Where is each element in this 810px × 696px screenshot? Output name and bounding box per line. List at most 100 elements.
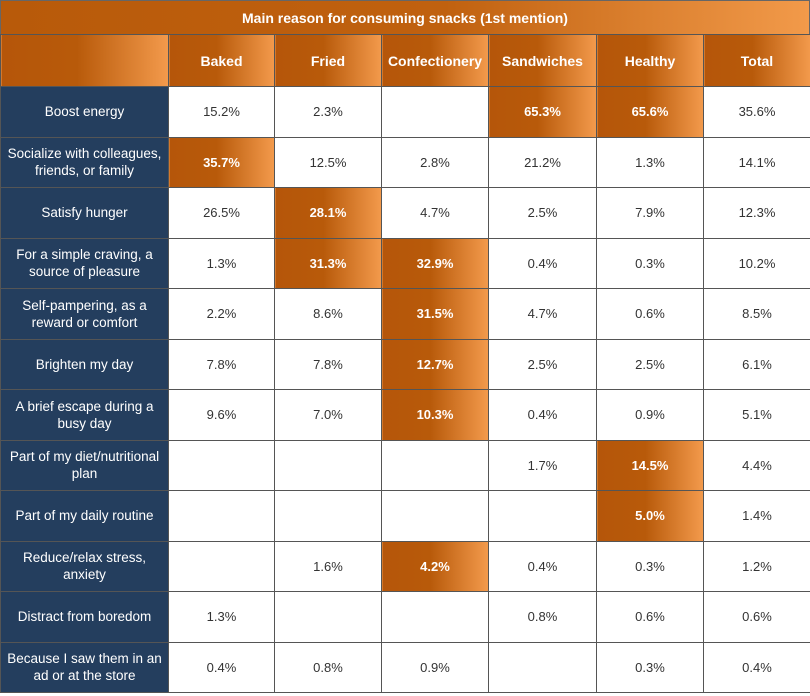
value-cell: 0.4% [703, 641, 810, 693]
row-label: Because I saw them in an ad or at the st… [0, 641, 169, 693]
value-cell [381, 439, 489, 491]
data-table: Baked Fried Confectionery Sandwiches Healthy… [0, 34, 810, 693]
row-label: Reduce/relax stress, anxiety [0, 540, 169, 592]
value-cell: 7.0% [274, 389, 382, 441]
highlighted-value-cell: 5.0% [596, 490, 704, 542]
value-cell: 0.4% [488, 540, 597, 592]
value-cell [381, 490, 489, 542]
highlighted-value-cell: 31.5% [381, 288, 489, 340]
table-title: Main reason for consuming snacks (1st me… [0, 0, 810, 35]
value-cell: 2.3% [274, 86, 382, 138]
table-row: Reduce/relax stress, anxiety 1.6% 4.2% 0.4%… [0, 540, 810, 592]
value-cell [168, 439, 275, 491]
value-cell: 1.3% [596, 136, 704, 188]
highlighted-value-cell: 35.7% [168, 136, 275, 188]
highlighted-value-cell: 65.6% [596, 86, 704, 138]
table-row: Satisfy hunger 26.5% 28.1% 4.7% 2.5% 7.9% 12.3… [0, 187, 810, 239]
highlighted-value-cell: 10.3% [381, 389, 489, 441]
value-cell: 5.1% [703, 389, 810, 441]
table-row: Distract from boredom 1.3% 0.8% 0.6% 0.6% [0, 591, 810, 643]
value-cell: 14.1% [703, 136, 810, 188]
row-label: Socialize with colleagues, friends, or f… [0, 136, 169, 188]
value-cell: 0.3% [596, 237, 704, 289]
table-row: Brighten my day 7.8% 7.8% 12.7% 2.5% 2.5% 6.1% [0, 338, 810, 390]
value-cell: 2.2% [168, 288, 275, 340]
highlighted-value-cell: 31.3% [274, 237, 382, 289]
row-label: Self-pampering, as a reward or comfort [0, 288, 169, 340]
value-cell [488, 641, 597, 693]
column-header: Sandwiches [488, 34, 597, 87]
column-header: Healthy [596, 34, 704, 87]
row-label: Boost energy [0, 86, 169, 138]
value-cell: 9.6% [168, 389, 275, 441]
value-cell [168, 540, 275, 592]
value-cell: 10.2% [703, 237, 810, 289]
row-label: Part of my diet/nutritional plan [0, 439, 169, 491]
value-cell: 0.6% [596, 591, 704, 643]
value-cell [274, 490, 382, 542]
value-cell: 0.9% [381, 641, 489, 693]
table-row: Because I saw them in an ad or at the st… [0, 641, 810, 693]
row-label: Brighten my day [0, 338, 169, 390]
value-cell: 4.7% [381, 187, 489, 239]
row-label: Part of my daily routine [0, 490, 169, 542]
highlighted-value-cell: 4.2% [381, 540, 489, 592]
value-cell: 12.5% [274, 136, 382, 188]
value-cell: 0.3% [596, 641, 704, 693]
value-cell: 1.4% [703, 490, 810, 542]
value-cell [168, 490, 275, 542]
row-label: Satisfy hunger [0, 187, 169, 239]
value-cell: 0.4% [168, 641, 275, 693]
column-header: Total [703, 34, 810, 87]
column-header: Baked [168, 34, 275, 87]
value-cell: 4.4% [703, 439, 810, 491]
value-cell: 0.8% [488, 591, 597, 643]
value-cell: 26.5% [168, 187, 275, 239]
value-cell: 2.8% [381, 136, 489, 188]
value-cell: 8.6% [274, 288, 382, 340]
table-row: Part of my diet/nutritional plan 1.7% 14.5… [0, 439, 810, 491]
value-cell: 0.6% [596, 288, 704, 340]
row-label: For a simple craving, a source of pleasu… [0, 237, 169, 289]
value-cell: 7.8% [274, 338, 382, 390]
value-cell [381, 86, 489, 138]
table-row: A brief escape during a busy day 9.6% 7.0%… [0, 389, 810, 441]
value-cell [381, 591, 489, 643]
value-cell: 2.5% [596, 338, 704, 390]
column-header: Fried [274, 34, 382, 87]
row-label: Distract from boredom [0, 591, 169, 643]
value-cell: 1.7% [488, 439, 597, 491]
value-cell: 21.2% [488, 136, 597, 188]
table-row: For a simple craving, a source of pleasu… [0, 237, 810, 289]
value-cell: 0.3% [596, 540, 704, 592]
value-cell: 35.6% [703, 86, 810, 138]
value-cell: 2.5% [488, 338, 597, 390]
highlighted-value-cell: 12.7% [381, 338, 489, 390]
value-cell: 0.4% [488, 237, 597, 289]
value-cell: 7.8% [168, 338, 275, 390]
table-row: Part of my daily routine 5.0% 1.4% [0, 490, 810, 542]
value-cell: 8.5% [703, 288, 810, 340]
corner-cell [0, 34, 169, 87]
value-cell [274, 439, 382, 491]
value-cell: 4.7% [488, 288, 597, 340]
value-cell: 15.2% [168, 86, 275, 138]
value-cell: 6.1% [703, 338, 810, 390]
table-row: Self-pampering, as a reward or comfort 2.… [0, 288, 810, 340]
highlighted-value-cell: 32.9% [381, 237, 489, 289]
value-cell: 1.3% [168, 237, 275, 289]
value-cell [274, 591, 382, 643]
value-cell: 2.5% [488, 187, 597, 239]
header-row: Baked Fried Confectionery Sandwiches Healthy… [0, 34, 810, 87]
value-cell: 1.6% [274, 540, 382, 592]
table-row: Boost energy 15.2% 2.3% 65.3% 65.6% 35.6% [0, 86, 810, 138]
value-cell: 1.3% [168, 591, 275, 643]
value-cell [488, 490, 597, 542]
highlighted-value-cell: 14.5% [596, 439, 704, 491]
value-cell: 1.2% [703, 540, 810, 592]
row-label: A brief escape during a busy day [0, 389, 169, 441]
column-header: Confectionery [381, 34, 489, 87]
value-cell: 7.9% [596, 187, 704, 239]
value-cell: 0.4% [488, 389, 597, 441]
